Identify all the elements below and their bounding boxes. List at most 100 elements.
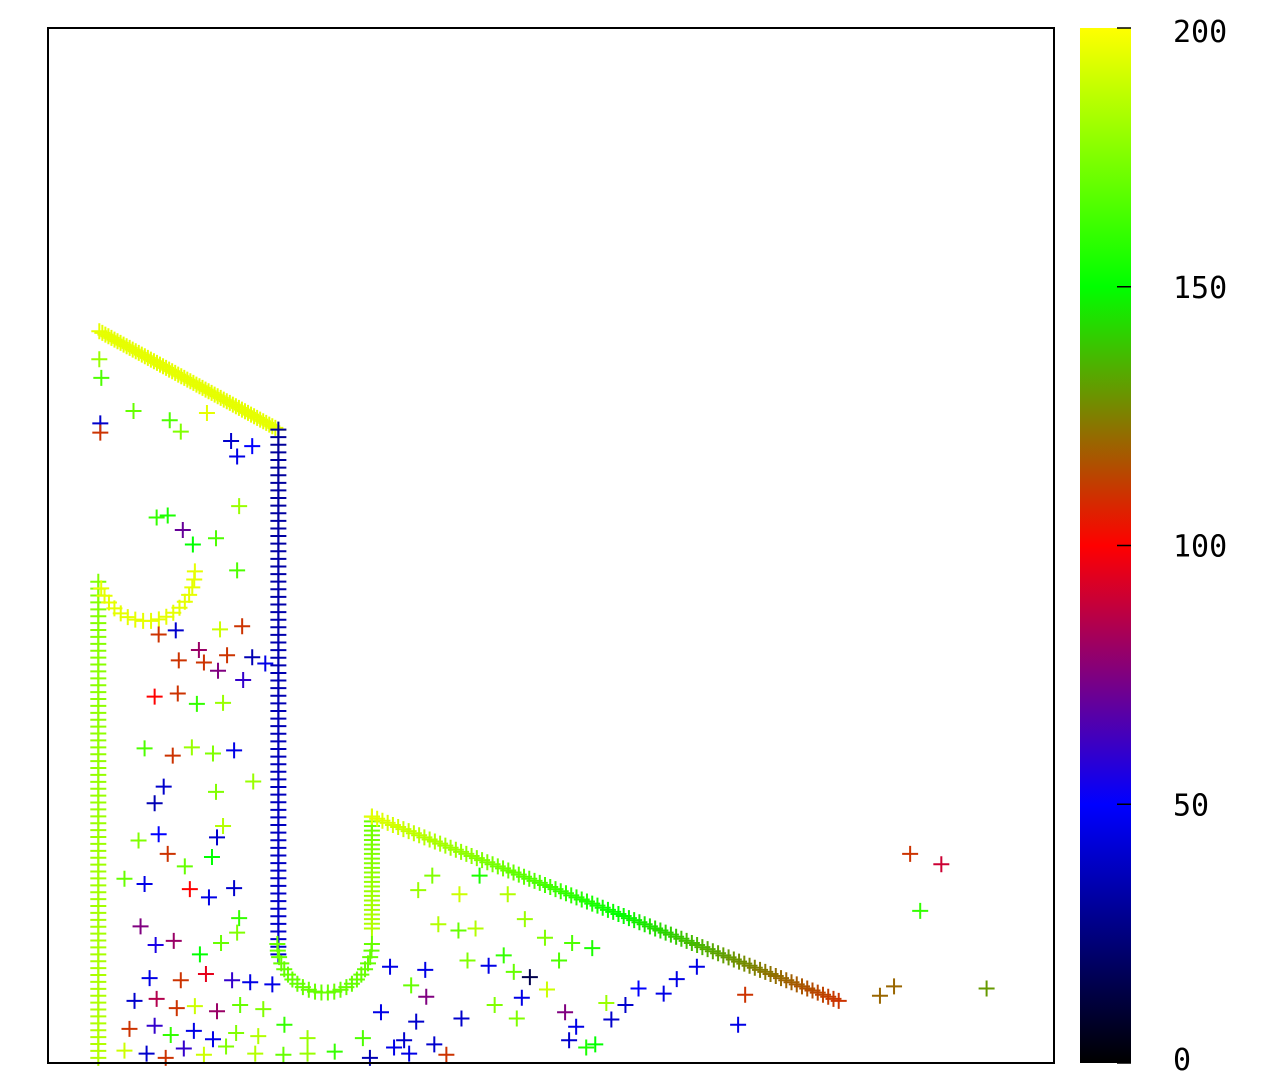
data-point xyxy=(231,498,248,515)
data-point xyxy=(155,778,172,795)
data-point xyxy=(164,747,181,764)
data-point xyxy=(219,647,236,664)
data-point xyxy=(730,1016,747,1033)
data-point xyxy=(174,521,191,538)
data-point xyxy=(538,981,555,998)
data-point xyxy=(269,942,286,959)
data-point xyxy=(551,952,568,969)
data-point xyxy=(186,563,203,580)
data-point xyxy=(561,1032,578,1049)
data-point xyxy=(191,946,208,963)
data-point xyxy=(148,509,165,526)
data-point xyxy=(213,934,230,951)
data-point xyxy=(257,655,274,672)
data-point xyxy=(162,1027,179,1044)
data-point xyxy=(363,920,380,937)
data-point xyxy=(516,911,533,928)
data-point xyxy=(204,745,221,762)
data-point xyxy=(93,580,110,597)
data-point xyxy=(183,739,200,756)
data-point xyxy=(208,530,225,547)
data-point xyxy=(508,1010,525,1027)
data-point xyxy=(299,1045,316,1062)
data-point xyxy=(495,947,512,964)
data-point xyxy=(244,649,261,666)
data-point xyxy=(830,992,847,1009)
data-point xyxy=(146,688,163,705)
data-point xyxy=(158,608,175,625)
data-point xyxy=(450,922,467,939)
data-point xyxy=(245,773,262,790)
data-point xyxy=(886,978,903,995)
data-point xyxy=(212,621,229,638)
data-point xyxy=(136,740,153,757)
data-point xyxy=(169,685,186,702)
data-point xyxy=(176,858,193,875)
data-point xyxy=(91,351,108,368)
data-point xyxy=(226,880,243,897)
data-point xyxy=(150,826,167,843)
data-point xyxy=(438,1046,455,1063)
data-point xyxy=(250,1028,267,1045)
data-point xyxy=(204,1031,221,1048)
data-point xyxy=(426,1036,443,1053)
data-point xyxy=(486,997,503,1014)
colorbar-ticks: 0 50 100 150 200 xyxy=(1117,15,1227,1073)
data-point xyxy=(418,988,435,1005)
data-point xyxy=(186,998,203,1015)
data-points xyxy=(90,323,995,1066)
data-point xyxy=(224,972,241,989)
data-point xyxy=(403,977,420,994)
data-point xyxy=(116,870,133,887)
data-point xyxy=(459,952,476,969)
data-point xyxy=(176,593,193,610)
data-point xyxy=(264,976,281,993)
data-point xyxy=(557,1004,574,1021)
data-point xyxy=(603,1011,620,1028)
data-point xyxy=(208,783,225,800)
data-point xyxy=(181,586,198,603)
data-point xyxy=(195,654,212,671)
data-point xyxy=(175,1040,192,1057)
data-point xyxy=(210,662,227,679)
data-point xyxy=(417,961,434,978)
data-point xyxy=(326,1043,343,1060)
data-point xyxy=(195,1046,212,1063)
data-point xyxy=(190,642,207,659)
data-point xyxy=(229,448,246,465)
data-point xyxy=(396,1032,413,1049)
data-point xyxy=(424,867,441,884)
colorbar-tick-label: 50 xyxy=(1173,788,1209,823)
data-point xyxy=(112,605,129,622)
data-point xyxy=(247,1045,264,1062)
data-point xyxy=(146,795,163,812)
data-point xyxy=(215,694,232,711)
data-point xyxy=(121,1020,138,1037)
data-point xyxy=(568,1018,585,1035)
data-point xyxy=(587,1036,604,1053)
data-point xyxy=(737,986,754,1003)
data-point xyxy=(978,980,995,997)
data-point xyxy=(198,405,215,422)
data-point xyxy=(209,829,226,846)
data-point xyxy=(126,992,143,1009)
data-point xyxy=(228,1024,245,1041)
data-point xyxy=(226,742,243,759)
data-point xyxy=(119,609,136,626)
data-point xyxy=(668,971,685,988)
data-point xyxy=(363,935,380,952)
data-point xyxy=(688,958,705,975)
data-point xyxy=(408,1013,425,1030)
data-point xyxy=(116,1042,133,1059)
data-point xyxy=(536,929,553,946)
data-point xyxy=(382,958,399,975)
data-point xyxy=(451,886,468,903)
data-point xyxy=(480,957,497,974)
data-point xyxy=(159,507,176,524)
data-point xyxy=(471,867,488,884)
data-point xyxy=(200,889,217,906)
data-point xyxy=(167,622,184,639)
data-point xyxy=(125,402,142,419)
data-point xyxy=(564,934,581,951)
colorbar-tick-label: 200 xyxy=(1173,15,1227,50)
